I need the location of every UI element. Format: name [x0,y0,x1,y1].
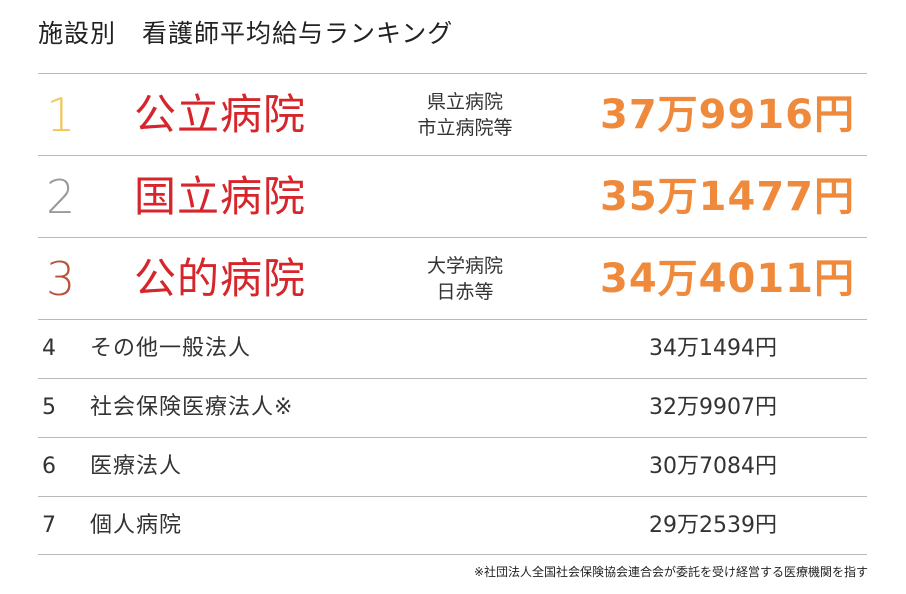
ranking-row-3: 3 公的病院 大学病院 日赤等 34万4011円 [38,237,867,319]
rank-number: 4 [42,336,56,361]
facility-example: 大学病院 [426,255,503,277]
footnote: ※社団法人全国社会保険協会連合会が委託を受け経営する医療機関を指す [473,565,868,579]
facility-example: 日赤等 [436,281,494,303]
rank-number: 7 [42,513,56,538]
ranking-row-5: 5 社会保険医療法人※ 32万9907円 [38,378,867,437]
facility-name: 国立病院 [134,172,307,221]
facility-name: その他一般法人 [90,336,252,361]
average-salary: 37万9916円 [600,92,855,138]
rank-number: 2 [46,170,76,224]
facility-example: 県立病院 [426,91,503,113]
page-title: 施設別 看護師平均給与ランキング [38,19,454,48]
ranking-row-2: 2 国立病院 35万1477円 [38,155,867,237]
ranking-table: 1 公立病院 県立病院 市立病院等 37万9916円 2 国立病院 35万147… [38,73,867,555]
average-salary: 30万7084円 [649,454,777,479]
ranking-row-1: 1 公立病院 県立病院 市立病院等 37万9916円 [38,73,867,155]
facility-name: 医療法人 [90,454,183,479]
rank-number: 5 [42,395,56,420]
average-salary: 29万2539円 [649,513,777,538]
average-salary: 34万1494円 [649,336,777,361]
ranking-row-4: 4 その他一般法人 34万1494円 [38,319,867,378]
ranking-row-7: 7 個人病院 29万2539円 [38,496,867,555]
average-salary: 32万9907円 [649,395,777,420]
facility-name: 公的病院 [134,254,307,303]
facility-example: 市立病院等 [417,117,513,139]
average-salary: 35万1477円 [600,174,855,220]
facility-name: 公立病院 [134,90,307,139]
facility-examples: 県立病院 市立病院等 [410,89,520,141]
facility-name: 社会保険医療法人※ [90,395,294,420]
rank-number: 3 [46,252,76,306]
ranking-row-6: 6 医療法人 30万7084円 [38,437,867,496]
facility-name: 個人病院 [90,513,183,538]
facility-examples: 大学病院 日赤等 [410,253,520,305]
rank-number: 1 [46,88,76,142]
rank-number: 6 [42,454,56,479]
average-salary: 34万4011円 [600,256,855,302]
